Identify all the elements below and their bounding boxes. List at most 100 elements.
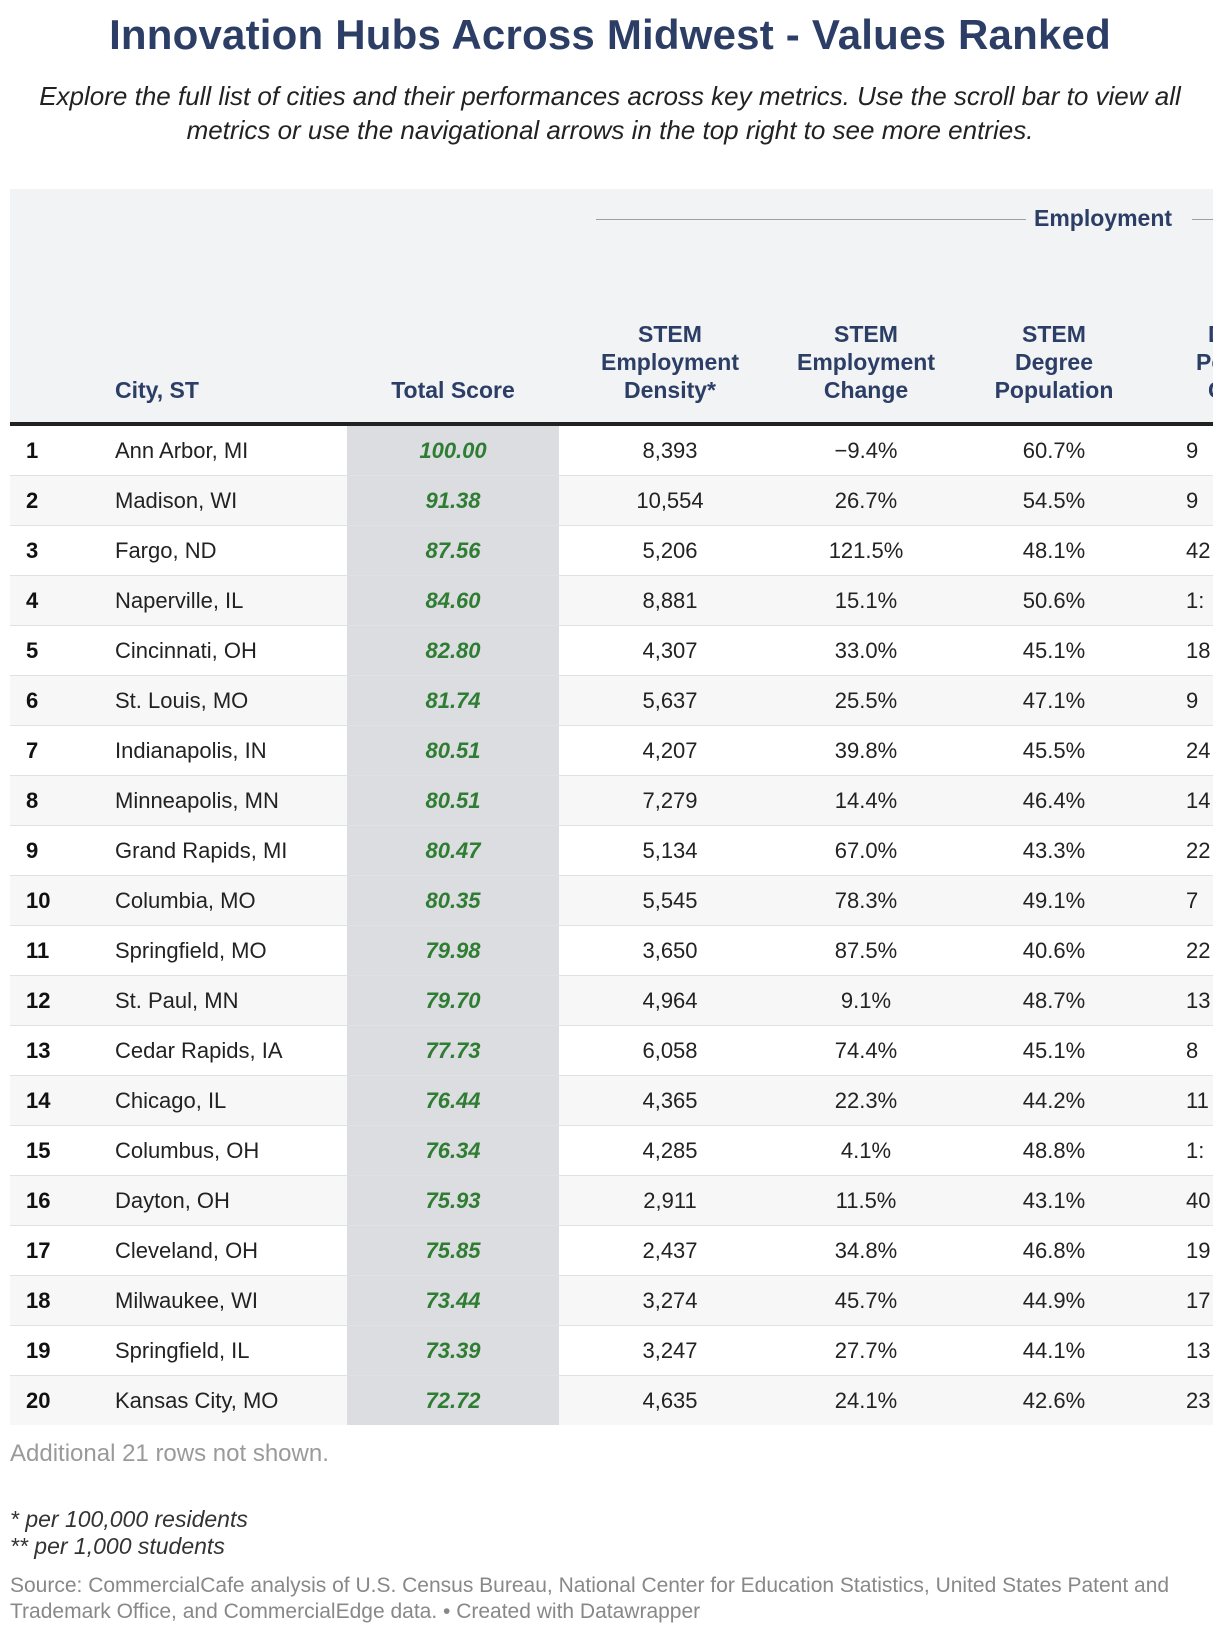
rank-cell: 6	[26, 688, 39, 713]
city-cell: Columbus, OH	[115, 1138, 260, 1163]
table-row[interactable]: 4 Naperville, IL 84.60 8,881 15.1% 50.6% 1:	[10, 576, 1213, 626]
stem-degree-population-cell: 46.8%	[1022, 1238, 1086, 1263]
rank-cell: 2	[26, 488, 39, 513]
column-header-stem-employment-density[interactable]: STEM Employment Density*	[590, 320, 750, 404]
total-score-cell: 80.47	[347, 826, 559, 875]
stem-degree-population-cell: 43.1%	[1022, 1188, 1086, 1213]
table-row[interactable]: 7 Indianapolis, IN 80.51 4,207 39.8% 45.5% 24	[10, 726, 1213, 776]
stem-employment-change-cell: 9.1%	[840, 988, 892, 1013]
table-row[interactable]: 2 Madison, WI 91.38 10,554 26.7% 54.5% 9	[10, 476, 1213, 526]
stem-degree-population-cell: 48.8%	[1022, 1138, 1086, 1163]
city-cell: Fargo, ND	[115, 538, 217, 563]
table-row[interactable]: 14 Chicago, IL 76.44 4,365 22.3% 44.2% 11	[10, 1076, 1213, 1126]
header-line: Density*	[623, 377, 717, 403]
header-line: Change	[823, 377, 909, 403]
table-row[interactable]: 5 Cincinnati, OH 82.80 4,307 33.0% 45.1% 18	[10, 626, 1213, 676]
stem-employment-density-cell: 10,554	[636, 488, 704, 513]
table-row[interactable]: 11 Springfield, MO 79.98 3,650 87.5% 40.6% 22	[10, 926, 1213, 976]
stem-employment-density-cell: 4,635	[642, 1388, 698, 1413]
stem-employment-change-cell: 121.5%	[828, 538, 904, 563]
table-row[interactable]: 3 Fargo, ND 87.56 5,206 121.5% 48.1% 42	[10, 526, 1213, 576]
stem-degree-population-cell: 42.6%	[1022, 1388, 1086, 1413]
table-row[interactable]: 18 Milwaukee, WI 73.44 3,274 45.7% 44.9% 17	[10, 1276, 1213, 1326]
stem-degree-population-change-cell: 11	[1186, 1088, 1209, 1113]
city-cell: Dayton, OH	[115, 1188, 230, 1213]
total-score-cell: 76.44	[347, 1076, 559, 1125]
stem-degree-population-change-cell: 19	[1186, 1238, 1211, 1263]
header-line: ST	[1186, 292, 1213, 320]
city-cell: Milwaukee, WI	[115, 1288, 259, 1313]
header-line: Employment	[600, 349, 740, 375]
stem-employment-change-cell: 15.1%	[834, 588, 898, 613]
table-row[interactable]: 20 Kansas City, MO 72.72 4,635 24.1% 42.6% 23	[10, 1376, 1213, 1425]
stem-employment-change-cell: 87.5%	[834, 938, 898, 963]
rank-cell: 11	[26, 938, 50, 963]
total-score-cell: 75.85	[347, 1226, 559, 1275]
city-cell: Indianapolis, IN	[115, 738, 267, 763]
stem-employment-change-cell: 14.4%	[834, 788, 898, 813]
stem-employment-density-cell: 4,207	[642, 738, 698, 763]
total-score-cell: 80.51	[347, 776, 559, 825]
stem-employment-density-cell: 5,134	[642, 838, 698, 863]
total-score-cell: 82.80	[347, 626, 559, 675]
stem-degree-population-cell: 45.1%	[1022, 638, 1086, 663]
total-score-cell: 91.38	[347, 476, 559, 525]
footnote: * per 100,000 residents	[10, 1506, 248, 1532]
city-cell: St. Paul, MN	[115, 988, 239, 1013]
table-row[interactable]: 17 Cleveland, OH 75.85 2,437 34.8% 46.8% 19	[10, 1226, 1213, 1276]
stem-degree-population-cell: 48.7%	[1022, 988, 1086, 1013]
table-row[interactable]: 13 Cedar Rapids, IA 77.73 6,058 74.4% 45.1% 8	[10, 1026, 1213, 1076]
table-row[interactable]: 6 St. Louis, MO 81.74 5,637 25.5% 47.1% 9	[10, 676, 1213, 726]
stem-degree-population-cell: 48.1%	[1022, 538, 1086, 563]
rank-cell: 16	[26, 1188, 51, 1213]
rank-cell: 14	[26, 1088, 51, 1113]
column-header-stem-degree-population-change[interactable]: ST De Pop Ch	[1186, 292, 1213, 404]
table-row[interactable]: 9 Grand Rapids, MI 80.47 5,134 67.0% 43.3% 22	[10, 826, 1213, 876]
stem-degree-population-change-cell: 13	[1186, 988, 1211, 1013]
table-row[interactable]: 16 Dayton, OH 75.93 2,911 11.5% 43.1% 40	[10, 1176, 1213, 1226]
table-row[interactable]: 1 Ann Arbor, MI 100.00 8,393 −9.4% 60.7% 9	[10, 426, 1213, 476]
column-header-stem-degree-population[interactable]: STEM Degree Population	[974, 320, 1134, 404]
column-header-stem-employment-change[interactable]: STEM Employment Change	[786, 320, 946, 404]
city-cell: Naperville, IL	[115, 588, 244, 613]
total-score-cell: 79.98	[347, 926, 559, 975]
rank-cell: 12	[26, 988, 51, 1013]
table-body: 1 Ann Arbor, MI 100.00 8,393 −9.4% 60.7% 9 2 Mad…	[10, 426, 1213, 1425]
total-score-cell: 80.35	[347, 876, 559, 925]
total-score-cell: 76.34	[347, 1126, 559, 1175]
stem-degree-population-cell: 45.5%	[1022, 738, 1086, 763]
table-row[interactable]: 19 Springfield, IL 73.39 3,247 27.7% 44.1% 13	[10, 1326, 1213, 1376]
stem-degree-population-change-cell: 24	[1186, 738, 1211, 763]
table-row[interactable]: 12 St. Paul, MN 79.70 4,964 9.1% 48.7% 13	[10, 976, 1213, 1026]
table-row[interactable]: 15 Columbus, OH 76.34 4,285 4.1% 48.8% 1:	[10, 1126, 1213, 1176]
table-row[interactable]: 8 Minneapolis, MN 80.51 7,279 14.4% 46.4% 14	[10, 776, 1213, 826]
stem-employment-density-cell: 3,247	[642, 1338, 698, 1363]
stem-degree-population-cell: 50.6%	[1022, 588, 1086, 613]
column-header-total-score[interactable]: Total Score	[391, 377, 515, 403]
city-cell: Madison, WI	[115, 488, 238, 513]
city-cell: Cedar Rapids, IA	[115, 1038, 283, 1063]
header-line: Ch	[1186, 376, 1213, 404]
total-score-cell: 79.70	[347, 976, 559, 1025]
stem-employment-density-cell: 4,964	[642, 988, 698, 1013]
stem-employment-density-cell: 8,881	[642, 588, 698, 613]
rank-cell: 7	[26, 738, 39, 763]
stem-employment-change-cell: 34.8%	[834, 1238, 898, 1263]
stem-employment-change-cell: 24.1%	[834, 1388, 898, 1413]
column-header-city[interactable]: City, ST	[115, 377, 199, 403]
rank-cell: 3	[26, 538, 39, 563]
rank-cell: 10	[26, 888, 51, 913]
data-table[interactable]: Employment City, ST Total Score STEM Emp…	[10, 189, 1213, 1429]
stem-employment-change-cell: 33.0%	[834, 638, 898, 663]
city-cell: Ann Arbor, MI	[115, 438, 249, 463]
stem-degree-population-cell: 44.9%	[1022, 1288, 1086, 1313]
page-subtitle: Explore the full list of cities and thei…	[39, 81, 1181, 145]
stem-degree-population-cell: 49.1%	[1022, 888, 1086, 913]
stem-degree-population-cell: 47.1%	[1022, 688, 1086, 713]
total-score-cell: 73.39	[347, 1326, 559, 1375]
table-row[interactable]: 10 Columbia, MO 80.35 5,545 78.3% 49.1% 7	[10, 876, 1213, 926]
group-divider-right	[1192, 219, 1213, 220]
city-cell: Columbia, MO	[115, 888, 256, 913]
city-cell: Springfield, IL	[115, 1338, 250, 1363]
stem-employment-change-cell: 67.0%	[834, 838, 898, 863]
